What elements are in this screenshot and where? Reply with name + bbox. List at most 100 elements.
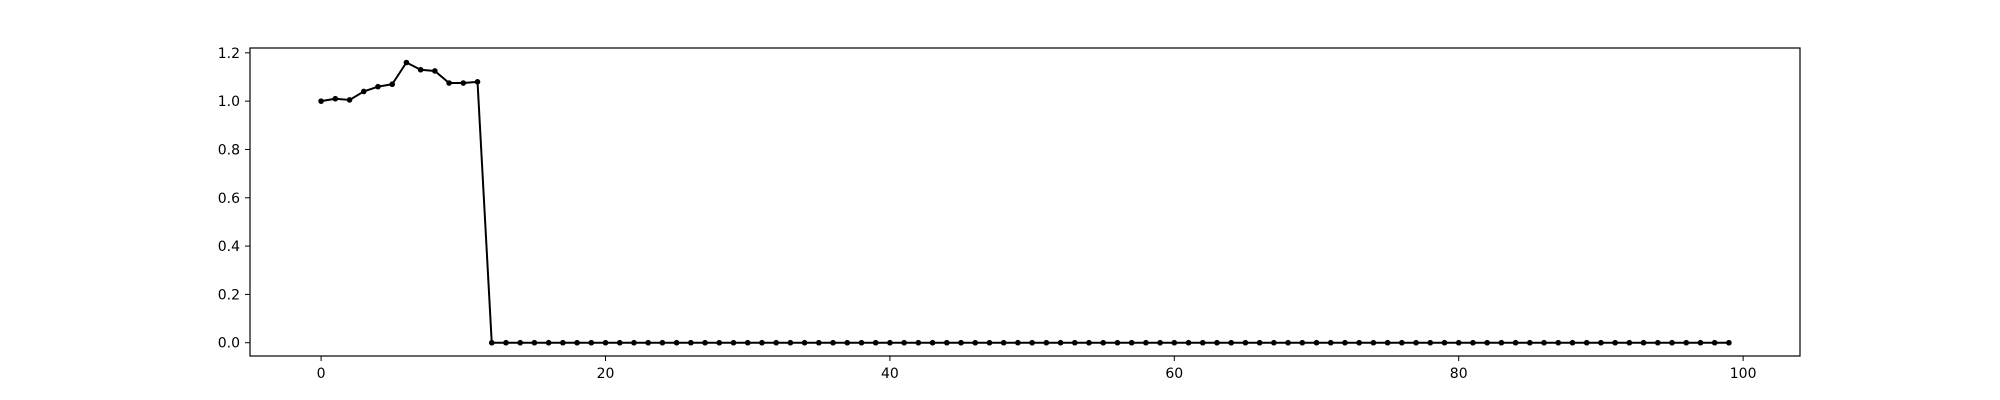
- data-point: [716, 339, 723, 346]
- data-point: [702, 339, 708, 346]
- data-point: [1086, 339, 1092, 346]
- data-point: [1697, 339, 1704, 346]
- plot-frame: [249, 47, 1801, 357]
- data-point: [318, 98, 324, 104]
- data-point: [1271, 339, 1277, 346]
- data-point: [986, 339, 993, 346]
- data-point: [560, 339, 566, 346]
- data-point: [1356, 339, 1362, 346]
- x-tick-label: 20: [597, 366, 615, 382]
- data-point: [1441, 339, 1448, 346]
- x-tick-label: 100: [1730, 366, 1757, 382]
- y-tick-label: 1.0: [218, 94, 240, 110]
- data-point: [403, 59, 410, 66]
- data-point: [943, 339, 950, 346]
- data-point: [844, 339, 851, 346]
- data-point: [1100, 339, 1107, 346]
- y-tick-label: 0.8: [218, 142, 240, 158]
- data-point: [531, 339, 538, 346]
- y-tick-label: 0.2: [218, 287, 240, 303]
- data-point: [460, 80, 467, 86]
- data-point: [1683, 339, 1690, 346]
- data-point: [759, 339, 765, 346]
- data-point: [588, 339, 595, 346]
- series-layer: [318, 59, 1732, 346]
- data-point: [1057, 339, 1064, 346]
- data-point: [332, 95, 339, 102]
- data-point: [659, 339, 666, 346]
- data-point: [1640, 339, 1647, 346]
- data-point: [816, 339, 822, 346]
- data-point: [446, 80, 452, 86]
- data-point: [830, 339, 836, 346]
- data-point: [801, 339, 808, 346]
- y-axis: 0.0 0.2 0.4 0.6 0.8 1.0 1.2: [218, 46, 250, 352]
- data-point: [1114, 339, 1121, 346]
- x-axis: 0 20 40 60 80 100: [317, 356, 1757, 382]
- data-point: [545, 339, 552, 346]
- data-point: [1569, 339, 1576, 346]
- data-point: [1128, 339, 1135, 346]
- data-point: [1143, 339, 1149, 346]
- data-point: [901, 339, 907, 346]
- x-tick-label: 80: [1450, 366, 1468, 382]
- data-point: [673, 339, 680, 346]
- data-point: [858, 339, 865, 346]
- data-point: [730, 339, 737, 346]
- data-point: [1555, 339, 1562, 346]
- data-point: [1527, 339, 1533, 346]
- data-point: [1157, 339, 1163, 346]
- data-point: [872, 339, 879, 346]
- data-point: [773, 339, 779, 346]
- data-point: [1370, 339, 1377, 346]
- data-point: [1413, 339, 1419, 346]
- data-point: [1242, 339, 1249, 346]
- data-point: [1711, 339, 1718, 346]
- data-point: [787, 339, 794, 346]
- data-point: [688, 339, 694, 346]
- data-point: [887, 339, 893, 346]
- y-tick-label: 1.2: [218, 46, 240, 62]
- data-point: [1541, 339, 1547, 346]
- data-point: [1256, 339, 1263, 346]
- data-point: [1313, 339, 1320, 346]
- data-point: [1726, 339, 1732, 346]
- data-point: [1342, 339, 1348, 346]
- data-point: [1071, 339, 1078, 346]
- data-point: [389, 81, 396, 88]
- data-point: [1000, 339, 1007, 346]
- data-point: [574, 339, 580, 346]
- data-point: [1043, 339, 1050, 346]
- data-point: [346, 97, 353, 103]
- data-point: [744, 339, 751, 346]
- x-tick-label: 40: [881, 366, 899, 382]
- y-tick-label: 0.6: [218, 191, 240, 207]
- data-point: [375, 83, 381, 90]
- data-point: [1029, 339, 1035, 346]
- data-point: [929, 339, 936, 346]
- data-point: [1512, 339, 1519, 346]
- data-point: [488, 339, 495, 346]
- data-point: [432, 68, 438, 74]
- data-point: [915, 339, 922, 346]
- data-point: [1669, 339, 1675, 346]
- data-point: [1399, 339, 1405, 346]
- data-point: [1427, 339, 1434, 346]
- data-point: [1455, 339, 1462, 346]
- data-point: [474, 79, 481, 85]
- data-point: [1484, 339, 1490, 346]
- data-point: [1327, 339, 1334, 346]
- data-point: [1199, 339, 1206, 346]
- data-point: [1214, 339, 1220, 346]
- data-point: [616, 339, 623, 346]
- x-tick-label: 60: [1165, 366, 1183, 382]
- x-tick-label: 0: [317, 366, 326, 382]
- y-tick-label: 0.0: [218, 336, 240, 352]
- data-point: [1470, 339, 1476, 346]
- data-point: [503, 339, 509, 346]
- data-point: [631, 339, 637, 346]
- data-point: [1598, 339, 1604, 346]
- data-point: [417, 66, 424, 73]
- data-point: [958, 339, 964, 346]
